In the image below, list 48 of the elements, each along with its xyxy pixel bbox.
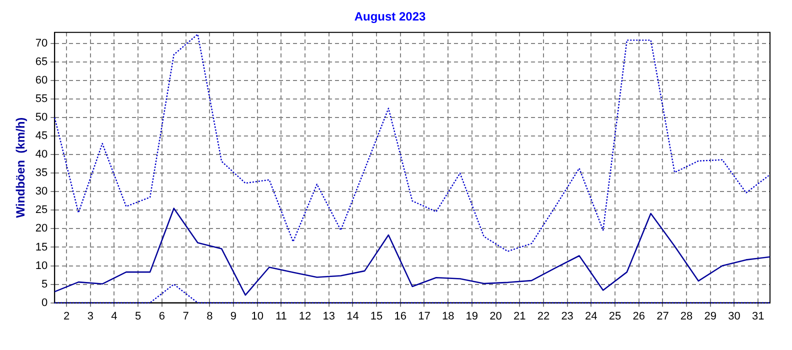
x-tick-label: 15 [370,310,383,322]
x-tick-label: 4 [111,310,118,322]
x-tick-label: 31 [752,310,764,322]
x-tick-label: 10 [251,310,264,322]
y-tick-label: 10 [35,260,48,272]
y-tick-label: 5 [42,278,48,290]
x-tick-label: 12 [298,310,312,322]
x-tick-label: 8 [206,310,213,322]
y-tick-label: 0 [42,296,48,309]
x-tick-label: 11 [275,310,287,322]
x-tick-label: 26 [632,310,645,322]
x-tick-label: 3 [87,310,94,322]
y-tick-label: 20 [35,222,48,235]
chart-title: August 2023 [354,10,426,24]
y-tick-label: 40 [35,148,48,161]
x-tick-label: 2 [63,310,70,322]
x-tick-label: 9 [230,310,237,322]
x-tick-label: 30 [728,310,740,322]
y-tick-label: 30 [35,186,48,198]
y-tick-label: 70 [35,38,48,50]
y-tick-label: 55 [35,93,48,106]
x-tick-label: 5 [135,310,142,322]
y-tick-label: 65 [35,56,48,68]
x-tick-label: 17 [418,310,430,322]
x-tick-label: 18 [442,310,454,322]
y-tick-label: 25 [35,204,48,216]
x-tick-label: 19 [466,310,478,322]
x-tick-label: 7 [182,310,189,322]
x-tick-label: 22 [537,310,550,322]
x-tick-label: 20 [490,310,502,322]
x-tick-label: 16 [394,310,407,322]
x-tick-label: 28 [680,310,693,322]
x-tick-label: 23 [561,310,574,322]
y-tick-label: 50 [35,112,48,124]
y-axis-title: Windböen (km/h) [14,117,28,218]
x-tick-label: 24 [585,310,598,322]
y-tick-label: 35 [35,167,48,180]
y-tick-label: 45 [35,130,48,142]
x-tick-label: 14 [346,310,359,322]
line-series [54,34,771,252]
y-tick-label: 60 [35,74,48,87]
x-tick-label: 25 [608,310,622,322]
y-tick-label: 15 [35,241,48,254]
x-tick-label: 27 [656,310,669,322]
x-tick-label: 6 [158,310,166,322]
x-tick-label: 13 [322,310,335,322]
x-tick-label: 21 [513,310,526,322]
x-tick-label: 29 [704,310,717,322]
